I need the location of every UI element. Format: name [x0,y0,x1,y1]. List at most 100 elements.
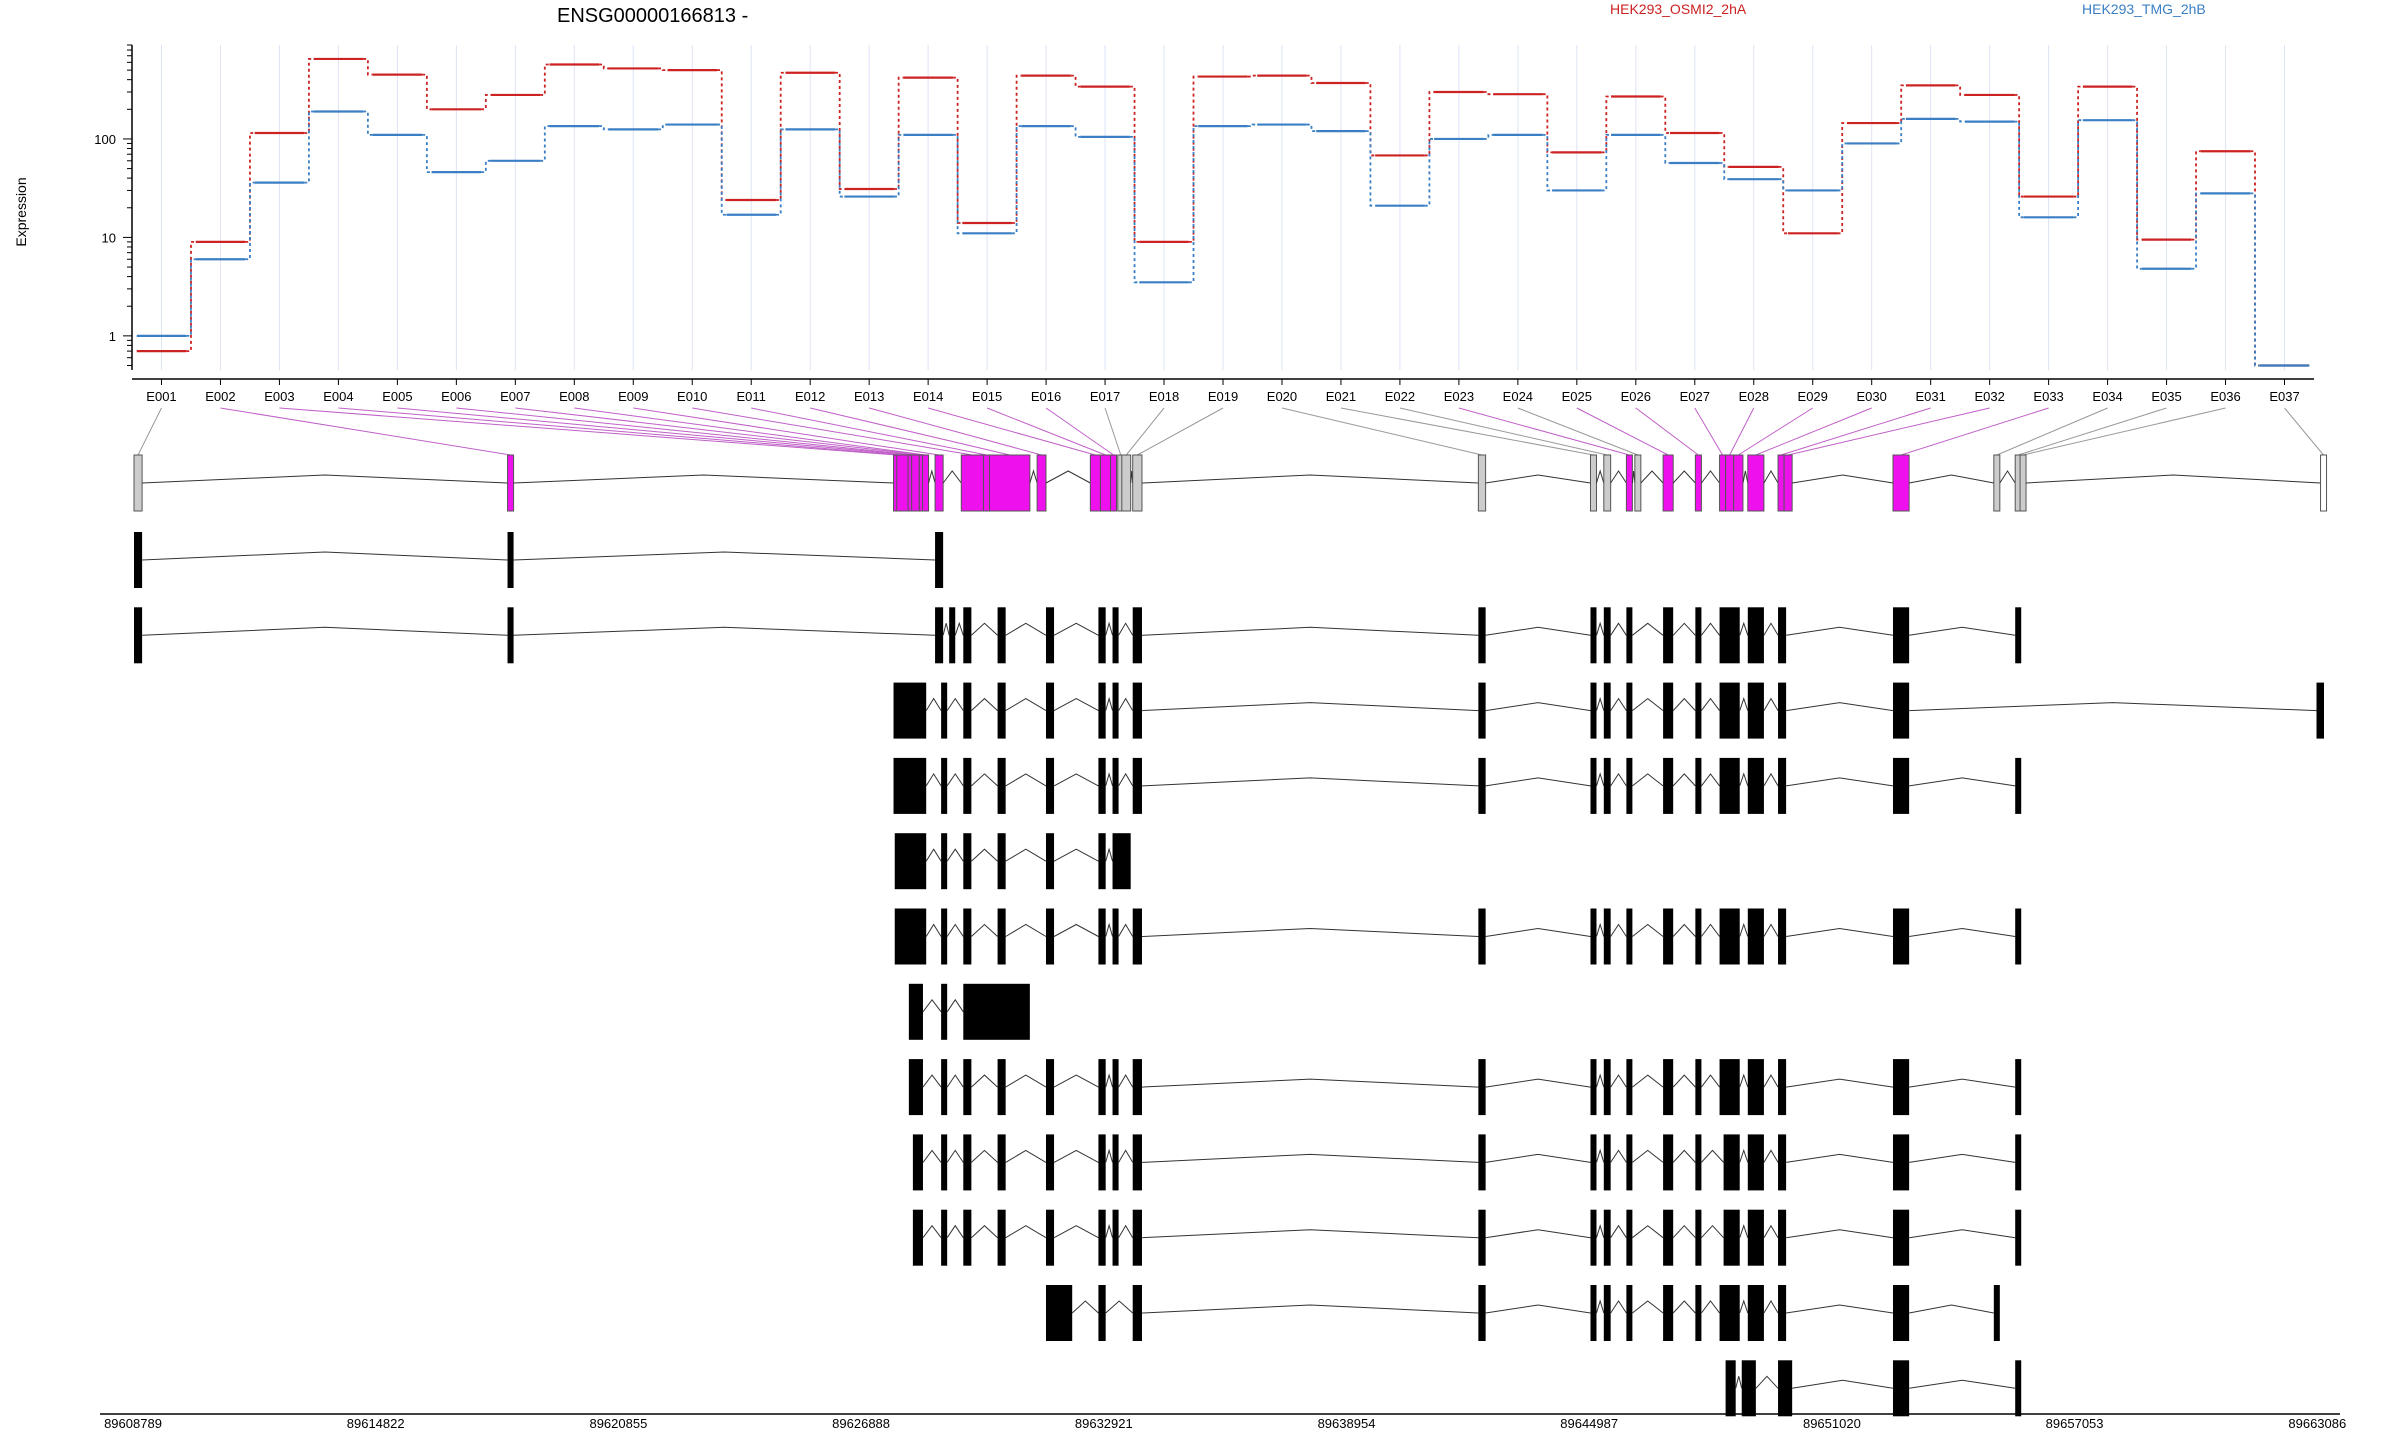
bin-connector [692,407,973,456]
series-connector [540,125,550,162]
intron-line [1632,1300,1664,1314]
series-connector [481,94,491,111]
intron-line [1485,702,1591,712]
series-connector [363,58,373,76]
intron-line [1005,773,1047,787]
transcript-exon [908,1059,923,1116]
intron-line [954,621,964,636]
transcript-row [908,983,1030,1040]
transcript-exon [1590,1285,1597,1341]
intron-line [1485,626,1591,636]
intron-line [1053,1074,1099,1088]
intron-line [1141,702,1479,712]
transcript-exon [941,908,948,965]
transcript-exon [1045,908,1055,965]
transcript-row [1045,1285,2000,1341]
transcript-exon [1747,1209,1764,1266]
series-connector [1837,142,1847,192]
transcript-exon [1045,1059,1055,1116]
transcript-exon [997,833,1006,890]
intron-line [1909,1379,2016,1389]
transcript-exon [1132,1285,1142,1341]
series-connector [1129,135,1140,284]
transcript-exon [1112,908,1119,965]
intron-line [1105,922,1114,937]
flattened-exon-bin [1719,454,1727,512]
intron-line [1632,622,1664,636]
intron-line [1786,702,1894,712]
transcript-exon [1663,607,1674,664]
flattened-exon-bin [989,454,1031,512]
intron-line [1672,1300,1696,1314]
exon-bin-label: E005 [382,389,412,404]
intron-line [1672,697,1696,711]
transcript-exon [1663,1285,1674,1341]
transcript-row [912,1134,2022,1191]
series-connector [363,110,373,136]
series-connector [186,241,196,353]
transcript-exon [1626,1209,1633,1266]
bin-connector [1635,407,1699,456]
transcript-exon [507,532,514,588]
transcript-exon [1590,1134,1597,1191]
transcript-exon [1892,757,1910,814]
intron-line [1672,622,1696,636]
transcript-exon [935,532,944,588]
bin-connector [2022,407,2226,456]
transcript-exon [997,682,1006,739]
intron-line [1701,1300,1720,1314]
intron-line [1610,622,1627,636]
intron-line [1485,1304,1591,1314]
bin-connector [1045,407,1114,456]
bin-connector [515,407,923,456]
flattened-exon-bin [1783,454,1793,512]
genomic-coordinate-label: 89620855 [589,1416,647,1430]
flattened-exon-bin [934,454,944,512]
intron-line [142,551,508,561]
transcript-row [894,908,2022,965]
intron-line [1701,697,1720,711]
transcript-exon [935,607,944,664]
series-connector [952,133,963,235]
exon-bin-label: E015 [972,389,1002,404]
transcript-exon [1478,757,1486,814]
series-connector [775,71,786,201]
intron-line [1105,847,1114,862]
transcript-exon [1719,1059,1740,1116]
gene-title: ENSG00000166813 - [557,5,748,27]
series-connector [1660,95,1671,134]
series-connector [1483,91,1494,96]
series-connector [2250,150,2260,367]
transcript-exon [1778,1134,1787,1191]
transcript-exon [1590,1059,1597,1116]
intron-line [1005,698,1047,712]
series-connector [1188,75,1199,243]
series-connector [893,133,904,198]
bin-connector [1780,407,1931,456]
intron-line [1632,1149,1664,1163]
transcript-exon [1663,1059,1674,1116]
series-connector [717,69,727,201]
transcript-exon [1603,1134,1611,1191]
transcript-exon [1663,908,1674,965]
transcript-row [893,757,2022,814]
transcript-row [1725,1360,2022,1417]
transcript-exon [1747,682,1764,739]
intron-line [946,848,964,862]
transcript-exon [1045,682,1055,739]
transcript-exon [1778,908,1787,965]
transcript-row [134,532,944,588]
flattened-exon-bin [1477,454,1487,512]
intron-line [1141,1304,1479,1314]
flattened-exon-bin [1110,454,1118,512]
exon-bin-labels: E001 E002 E003 E004 E005 E006 E007 E008 E009 E010… [132,378,2314,404]
exon-bin-label: E024 [1503,389,1533,404]
intron-line [942,470,962,484]
transcript-exon [1603,1209,1611,1266]
exon-bin-label: E026 [1621,389,1651,404]
bin-connector [1125,407,1165,456]
intron-line [1105,1300,1134,1314]
intron-line [1610,1224,1627,1238]
transcript-exon [941,1134,948,1191]
transcript-exon [1626,757,1633,814]
